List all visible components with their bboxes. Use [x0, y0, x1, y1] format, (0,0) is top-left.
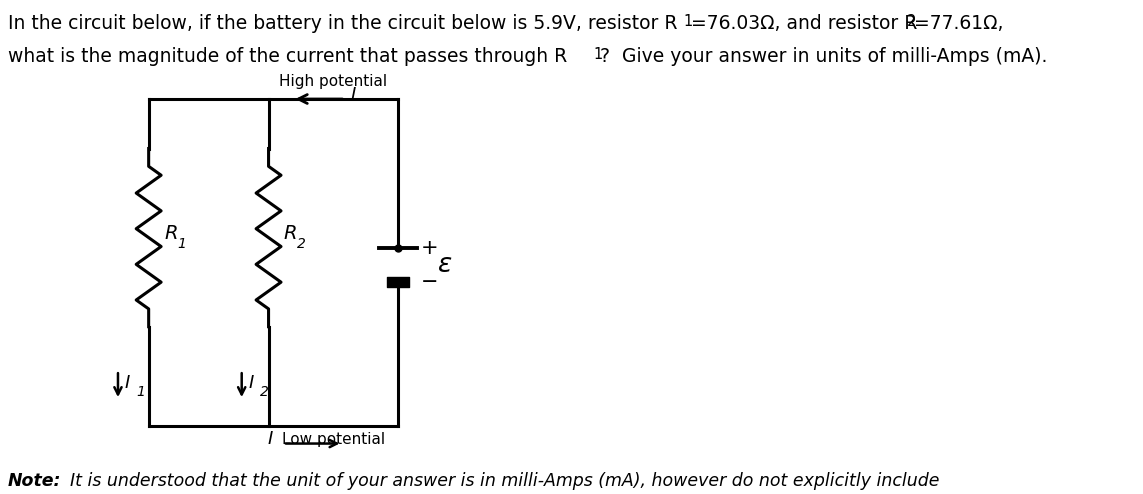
Text: I: I: [248, 374, 254, 392]
Text: R: R: [283, 224, 297, 243]
Text: 2: 2: [908, 14, 917, 29]
Text: ε: ε: [438, 252, 453, 278]
Text: In the circuit below, if the battery in the circuit below is 5.9V, resistor R: In the circuit below, if the battery in …: [8, 14, 677, 33]
Text: I: I: [267, 430, 273, 448]
Text: =77.61Ω,: =77.61Ω,: [914, 14, 1004, 33]
Text: 2: 2: [259, 385, 269, 399]
Text: what is the magnitude of the current that passes through R: what is the magnitude of the current tha…: [8, 46, 567, 66]
Text: =76.03Ω, and resistor R: =76.03Ω, and resistor R: [690, 14, 917, 33]
Text: ?  Give your answer in units of milli-Amps (mA).: ? Give your answer in units of milli-Amp…: [600, 46, 1048, 66]
Text: 1: 1: [593, 46, 604, 62]
Text: −: −: [421, 272, 439, 292]
Text: +: +: [421, 238, 439, 257]
Text: Note:: Note:: [8, 472, 62, 490]
Text: Low potential: Low potential: [281, 432, 385, 447]
Text: High potential: High potential: [279, 74, 387, 89]
Text: 1: 1: [684, 14, 693, 29]
Text: R: R: [163, 224, 177, 243]
Text: 1: 1: [136, 385, 145, 399]
Text: I: I: [125, 374, 130, 392]
Text: 2: 2: [297, 237, 306, 250]
Text: 1: 1: [177, 237, 186, 250]
Text: I: I: [350, 86, 355, 104]
Text: It is understood that the unit of your answer is in milli-Amps (mA), however do : It is understood that the unit of your a…: [59, 472, 940, 490]
